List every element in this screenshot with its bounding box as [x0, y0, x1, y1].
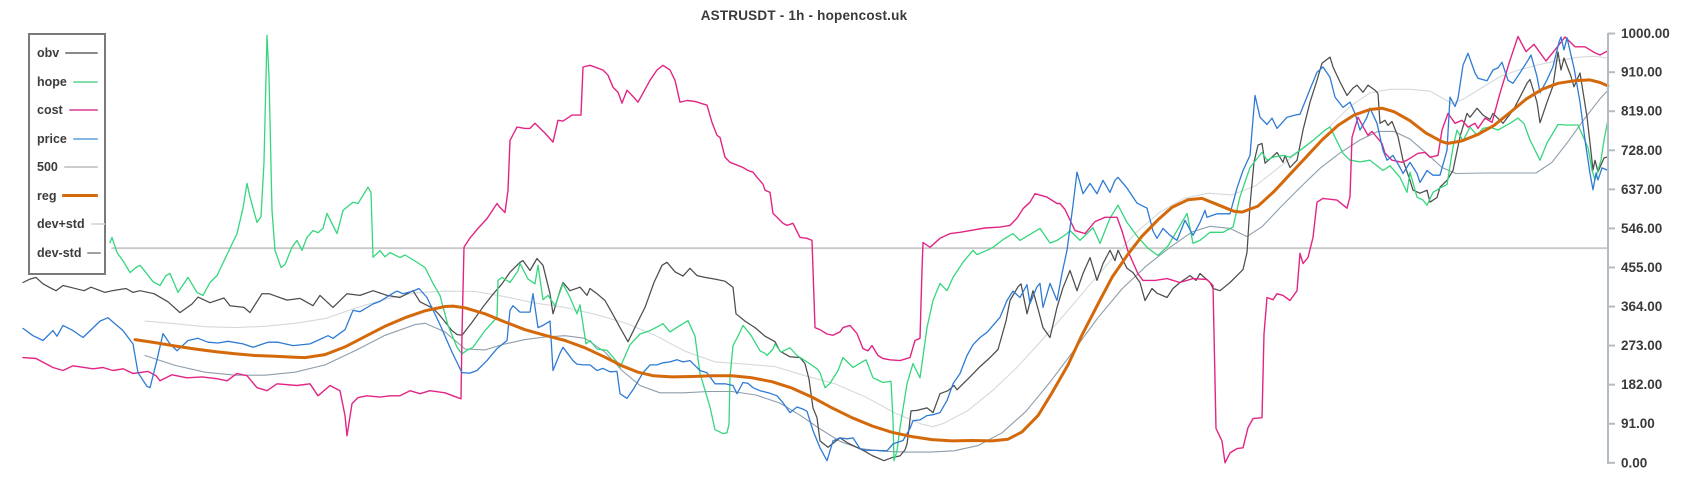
- legend-item-500[interactable]: 500: [37, 153, 98, 182]
- y-axis-tick-label: 364.00: [1621, 299, 1662, 314]
- legend-label: price: [37, 131, 67, 146]
- legend-label: hope: [37, 74, 67, 89]
- legend-label: reg: [37, 188, 57, 203]
- legend-label: cost: [37, 103, 63, 118]
- series-line-cost: [22, 35, 1609, 464]
- legend-item-dev+std[interactable]: dev+std: [37, 210, 105, 239]
- y-axis-tick-label: 546.00: [1621, 221, 1662, 236]
- series-line-reg: [133, 78, 1610, 443]
- y-axis-tick-label: 273.00: [1621, 338, 1662, 353]
- legend-swatch-line: [72, 137, 98, 140]
- legend-swatch-line: [72, 80, 98, 83]
- series-line-hope: [109, 34, 1609, 462]
- y-axis-tick-label: 910.00: [1621, 65, 1662, 80]
- legend-label: dev-std: [37, 245, 82, 260]
- legend-label: dev+std: [37, 217, 85, 232]
- legend-item-reg[interactable]: reg: [37, 182, 98, 211]
- series-line-price: [22, 36, 1608, 462]
- legend-label: obv: [37, 46, 60, 61]
- y-axis-tick-label: 0.00: [1621, 455, 1647, 470]
- y-axis-tick-label: 182.00: [1621, 377, 1662, 392]
- legend-label: 500: [37, 160, 58, 175]
- chart-title: ASTRUSDT - 1h - hopencost.uk: [700, 8, 908, 23]
- series-line-dev+std: [144, 55, 1609, 428]
- legend-item-cost[interactable]: cost: [37, 96, 98, 125]
- legend-swatch-line: [63, 166, 98, 169]
- legend-item-hope[interactable]: hope: [37, 68, 98, 97]
- legend-swatch-line: [87, 251, 102, 254]
- legend-item-price[interactable]: price: [37, 125, 98, 154]
- y-axis-tick-label: 819.00: [1621, 104, 1662, 119]
- legend-swatch-line: [68, 109, 98, 112]
- legend-swatch-line: [65, 52, 98, 55]
- series-line-obv: [22, 51, 1609, 462]
- y-axis-tick-label: 91.00: [1621, 416, 1655, 431]
- series-line-dev-std: [144, 89, 1609, 453]
- legend-swatch-line: [62, 194, 98, 198]
- y-axis-tick-label: 1000.00: [1621, 26, 1670, 41]
- y-axis-tick-label: 728.00: [1621, 143, 1662, 158]
- legend-swatch-line: [90, 223, 105, 226]
- legend-box: obv hope cost price 500 reg dev+std dev-std: [28, 33, 106, 275]
- legend-item-dev-std[interactable]: dev-std: [37, 239, 102, 268]
- legend-item-obv[interactable]: obv: [37, 39, 98, 68]
- y-axis-tick-label: 637.00: [1621, 182, 1662, 197]
- y-axis-tick-label: 455.00: [1621, 260, 1662, 275]
